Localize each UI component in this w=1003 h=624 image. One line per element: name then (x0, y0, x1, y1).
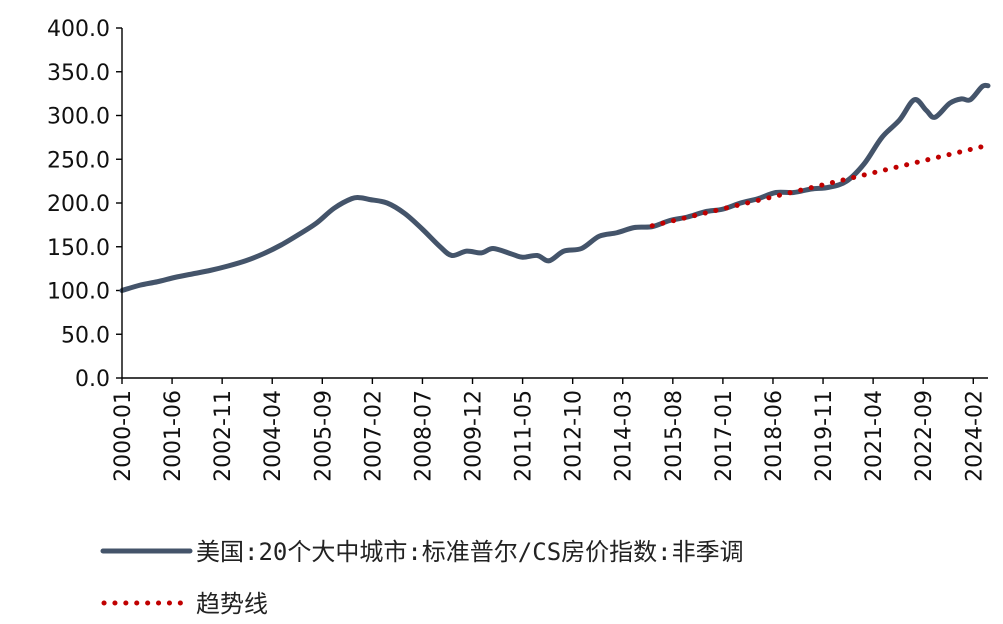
x-tick-label: 2024-02 (962, 390, 987, 482)
x-tick-label: 2018-06 (762, 390, 787, 482)
series-line-trend (649, 142, 991, 229)
x-tick-label: 2019-11 (812, 390, 837, 482)
x-tick-label: 2000-01 (111, 390, 136, 482)
legend-entry-index: 美国:20个大中城市:标准普尔/CS房价指数:非季调 (100, 538, 744, 566)
x-tick-label: 2008-07 (411, 390, 436, 482)
series-layer (119, 82, 991, 293)
y-axis-ticks: 0.0 50.0 100.0 150.0 200.0 250.0 300.0 350.0 400… (47, 17, 122, 392)
x-tick-label: 2014-03 (612, 390, 637, 482)
x-tick-label: 2007-02 (361, 390, 386, 482)
x-tick-label: 2017-01 (712, 390, 737, 482)
y-tick-label: 400.0 (47, 17, 110, 42)
y-tick-label: 250.0 (47, 148, 110, 173)
legend-entry-trend: 趋势线 (101, 590, 268, 618)
x-tick-label: 2001-06 (161, 390, 186, 482)
x-axis-ticks: 2000-01 2001-06 2002-11 2004-04 2005-09 2007-… (111, 378, 987, 482)
x-tick-label: 2005-09 (311, 390, 336, 482)
legend: 美国:20个大中城市:标准普尔/CS房价指数:非季调 趋势线 (100, 538, 744, 618)
x-tick-label: 2002-11 (211, 390, 236, 482)
y-tick-label: 100.0 (47, 280, 110, 305)
x-tick-label: 2011-05 (512, 390, 537, 482)
x-tick-label: 2009-12 (462, 390, 487, 482)
y-tick-label: 50.0 (61, 323, 110, 348)
x-tick-label: 2012-10 (562, 390, 587, 482)
y-tick-label: 350.0 (47, 61, 110, 86)
y-tick-label: 150.0 (47, 236, 110, 261)
legend-label-index: 美国:20个大中城市:标准普尔/CS房价指数:非季调 (196, 538, 744, 566)
y-tick-label: 0.0 (75, 367, 110, 392)
x-tick-label: 2021-04 (862, 390, 887, 482)
x-tick-label: 2022-09 (912, 390, 937, 482)
series-line-index (119, 82, 991, 293)
x-tick-label: 2004-04 (261, 390, 286, 482)
y-tick-label: 200.0 (47, 192, 110, 217)
legend-label-trend: 趋势线 (196, 590, 268, 618)
y-tick-label: 300.0 (47, 105, 110, 130)
x-tick-label: 2015-08 (662, 390, 687, 482)
